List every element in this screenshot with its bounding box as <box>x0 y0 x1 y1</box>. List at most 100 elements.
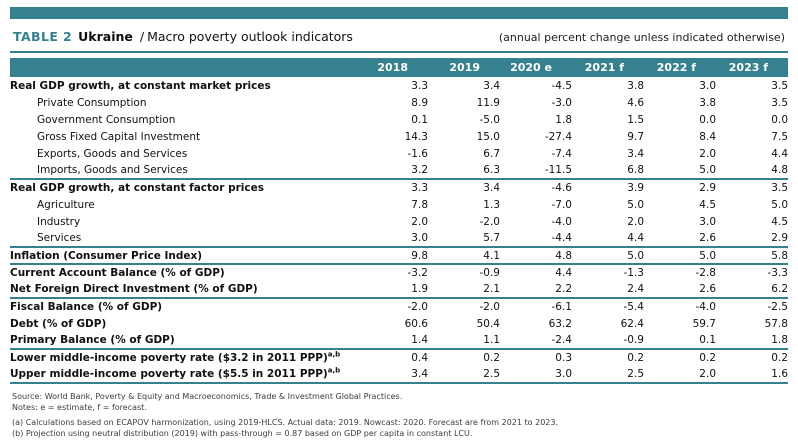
table-row: Primary Balance (% of GDP) 1.4 1.1 -2.4 -0.9… <box>10 332 788 349</box>
cell-value: 1.1 <box>483 334 500 346</box>
cell-value: 2.0 <box>699 147 716 160</box>
cell-value: 3.5 <box>771 96 788 109</box>
year-column-header: 2022 f <box>644 58 716 77</box>
cell-value: 4.4 <box>627 232 644 244</box>
cell-value: 1.8 <box>771 334 788 346</box>
cell-value: 8.9 <box>411 96 428 109</box>
cell-value: 4.8 <box>771 164 788 176</box>
cell-value: -2.0 <box>479 301 501 313</box>
cell-value: 59.7 <box>692 317 716 330</box>
cell-value: 3.4 <box>483 182 500 194</box>
cell-value: 4.8 <box>555 249 572 262</box>
row-label: Services <box>37 232 82 244</box>
cell-value: 2.6 <box>699 232 716 244</box>
accent-top-bar <box>10 7 788 19</box>
table-row: Fiscal Balance (% of GDP) -2.0 -2.0 -6.1 -5.… <box>10 298 788 315</box>
cell-value: 2.5 <box>483 368 500 380</box>
cell-value: 9.8 <box>411 249 428 262</box>
cell-value: -4.0 <box>551 215 573 228</box>
row-label: Imports, Goods and Services <box>37 164 188 176</box>
cell-value: 1.3 <box>483 198 500 211</box>
cell-value: 1.8 <box>555 113 572 126</box>
cell-value: -2.8 <box>695 267 717 279</box>
cell-value: 1.9 <box>411 283 428 295</box>
title-separator: / <box>139 29 145 44</box>
year-column-header: 2020 e <box>500 58 572 77</box>
cell-value: -0.9 <box>479 267 501 279</box>
row-label: Real GDP growth, at constant factor pric… <box>10 182 264 194</box>
row-label: Upper middle-income poverty rate ($5.5 i… <box>10 366 341 380</box>
cell-value: 4.5 <box>771 215 788 228</box>
table-row: Private Consumption 8.9 11.9 -3.0 4.6 3.8 3.5 <box>10 94 788 111</box>
indicator-group: Real GDP growth, at constant factor pric… <box>10 179 788 247</box>
table-row: Gross Fixed Capital Investment 14.3 15.0 -2… <box>10 128 788 145</box>
cell-value: 50.4 <box>476 317 500 330</box>
indicator-table: 2018 2019 2020 e 2021 f 2022 f 2023 f Real GD… <box>10 58 788 384</box>
table-subtitle: Macro poverty outlook indicators <box>147 29 353 44</box>
cell-value: -0.9 <box>623 334 645 346</box>
cell-value: 1.4 <box>411 334 428 346</box>
year-column-header: 2018 <box>356 58 428 77</box>
row-label: Industry <box>37 215 81 228</box>
table-row: Industry 2.0 -2.0 -4.0 2.0 3.0 4.5 <box>10 213 788 230</box>
cell-value: -4.6 <box>551 182 573 194</box>
table-row: Lower middle-income poverty rate ($3.2 i… <box>10 349 788 366</box>
cell-value: 4.6 <box>627 96 644 109</box>
footnote-line: Source: World Bank, Poverty & Equity and… <box>12 392 403 401</box>
row-label: Inflation (Consumer Price Index) <box>10 249 203 262</box>
country-name: Ukraine <box>78 29 133 44</box>
year-column-header: 2021 f <box>572 58 644 77</box>
cell-value: -27.4 <box>544 130 572 143</box>
year-column-header: 2019 <box>428 58 500 77</box>
cell-value: 0.2 <box>699 352 716 364</box>
cell-value: 57.8 <box>764 317 788 330</box>
table-row: Agriculture 7.8 1.3 -7.0 5.0 4.5 5.0 <box>10 196 788 213</box>
cell-value: 2.1 <box>483 283 500 295</box>
cell-value: 14.3 <box>404 130 428 143</box>
cell-value: 4.5 <box>699 198 716 211</box>
row-label: Agriculture <box>37 198 95 211</box>
cell-value: 1.5 <box>627 113 644 126</box>
cell-value: 2.9 <box>699 182 716 194</box>
row-label: Primary Balance (% of GDP) <box>10 334 175 346</box>
cell-value: -3.3 <box>767 267 789 279</box>
indicator-group: Real GDP growth, at constant market pric… <box>10 77 788 179</box>
table-header: 2018 2019 2020 e 2021 f 2022 f 2023 f <box>10 58 788 77</box>
cell-value: 1.6 <box>771 368 788 380</box>
row-label: Real GDP growth, at constant market pric… <box>10 79 271 92</box>
footnote-line: (b) Projection using neutral distributio… <box>12 429 473 438</box>
cell-value: 2.5 <box>627 368 644 380</box>
cell-value: 3.0 <box>411 232 428 244</box>
cell-value: 0.1 <box>411 113 428 126</box>
cell-value: 3.4 <box>627 147 644 160</box>
cell-value: 5.0 <box>699 164 716 176</box>
cell-value: -1.3 <box>623 267 645 279</box>
cell-value: 3.5 <box>771 182 788 194</box>
cell-value: 5.8 <box>771 249 788 262</box>
cell-value: 2.0 <box>699 368 716 380</box>
table-row: Current Account Balance (% of GDP) -3.2 -0… <box>10 264 788 281</box>
cell-value: 0.1 <box>699 334 716 346</box>
cell-value: -1.6 <box>407 147 429 160</box>
cell-value: 2.0 <box>627 215 644 228</box>
cell-value: 3.8 <box>699 96 716 109</box>
cell-value: 0.2 <box>627 352 644 364</box>
cell-value: -5.0 <box>479 113 501 126</box>
cell-value: -2.0 <box>407 301 429 313</box>
cell-value: -3.0 <box>551 96 573 109</box>
table-row: Net Foreign Direct Investment (% of GDP)… <box>10 281 788 298</box>
cell-value: 3.3 <box>411 79 428 92</box>
cell-value: 0.2 <box>771 352 788 364</box>
cell-value: 2.6 <box>699 283 716 295</box>
cell-value: 3.4 <box>483 79 500 92</box>
cell-value: 15.0 <box>476 130 500 143</box>
cell-value: -7.0 <box>551 198 573 211</box>
cell-value: 9.7 <box>627 130 644 143</box>
cell-value: -2.5 <box>767 301 789 313</box>
cell-value: 6.7 <box>483 147 500 160</box>
cell-value: -4.5 <box>551 79 573 92</box>
cell-value: 3.0 <box>699 215 716 228</box>
cell-value: 5.0 <box>627 198 644 211</box>
cell-value: 7.8 <box>411 198 428 211</box>
row-label: Gross Fixed Capital Investment <box>37 130 201 143</box>
